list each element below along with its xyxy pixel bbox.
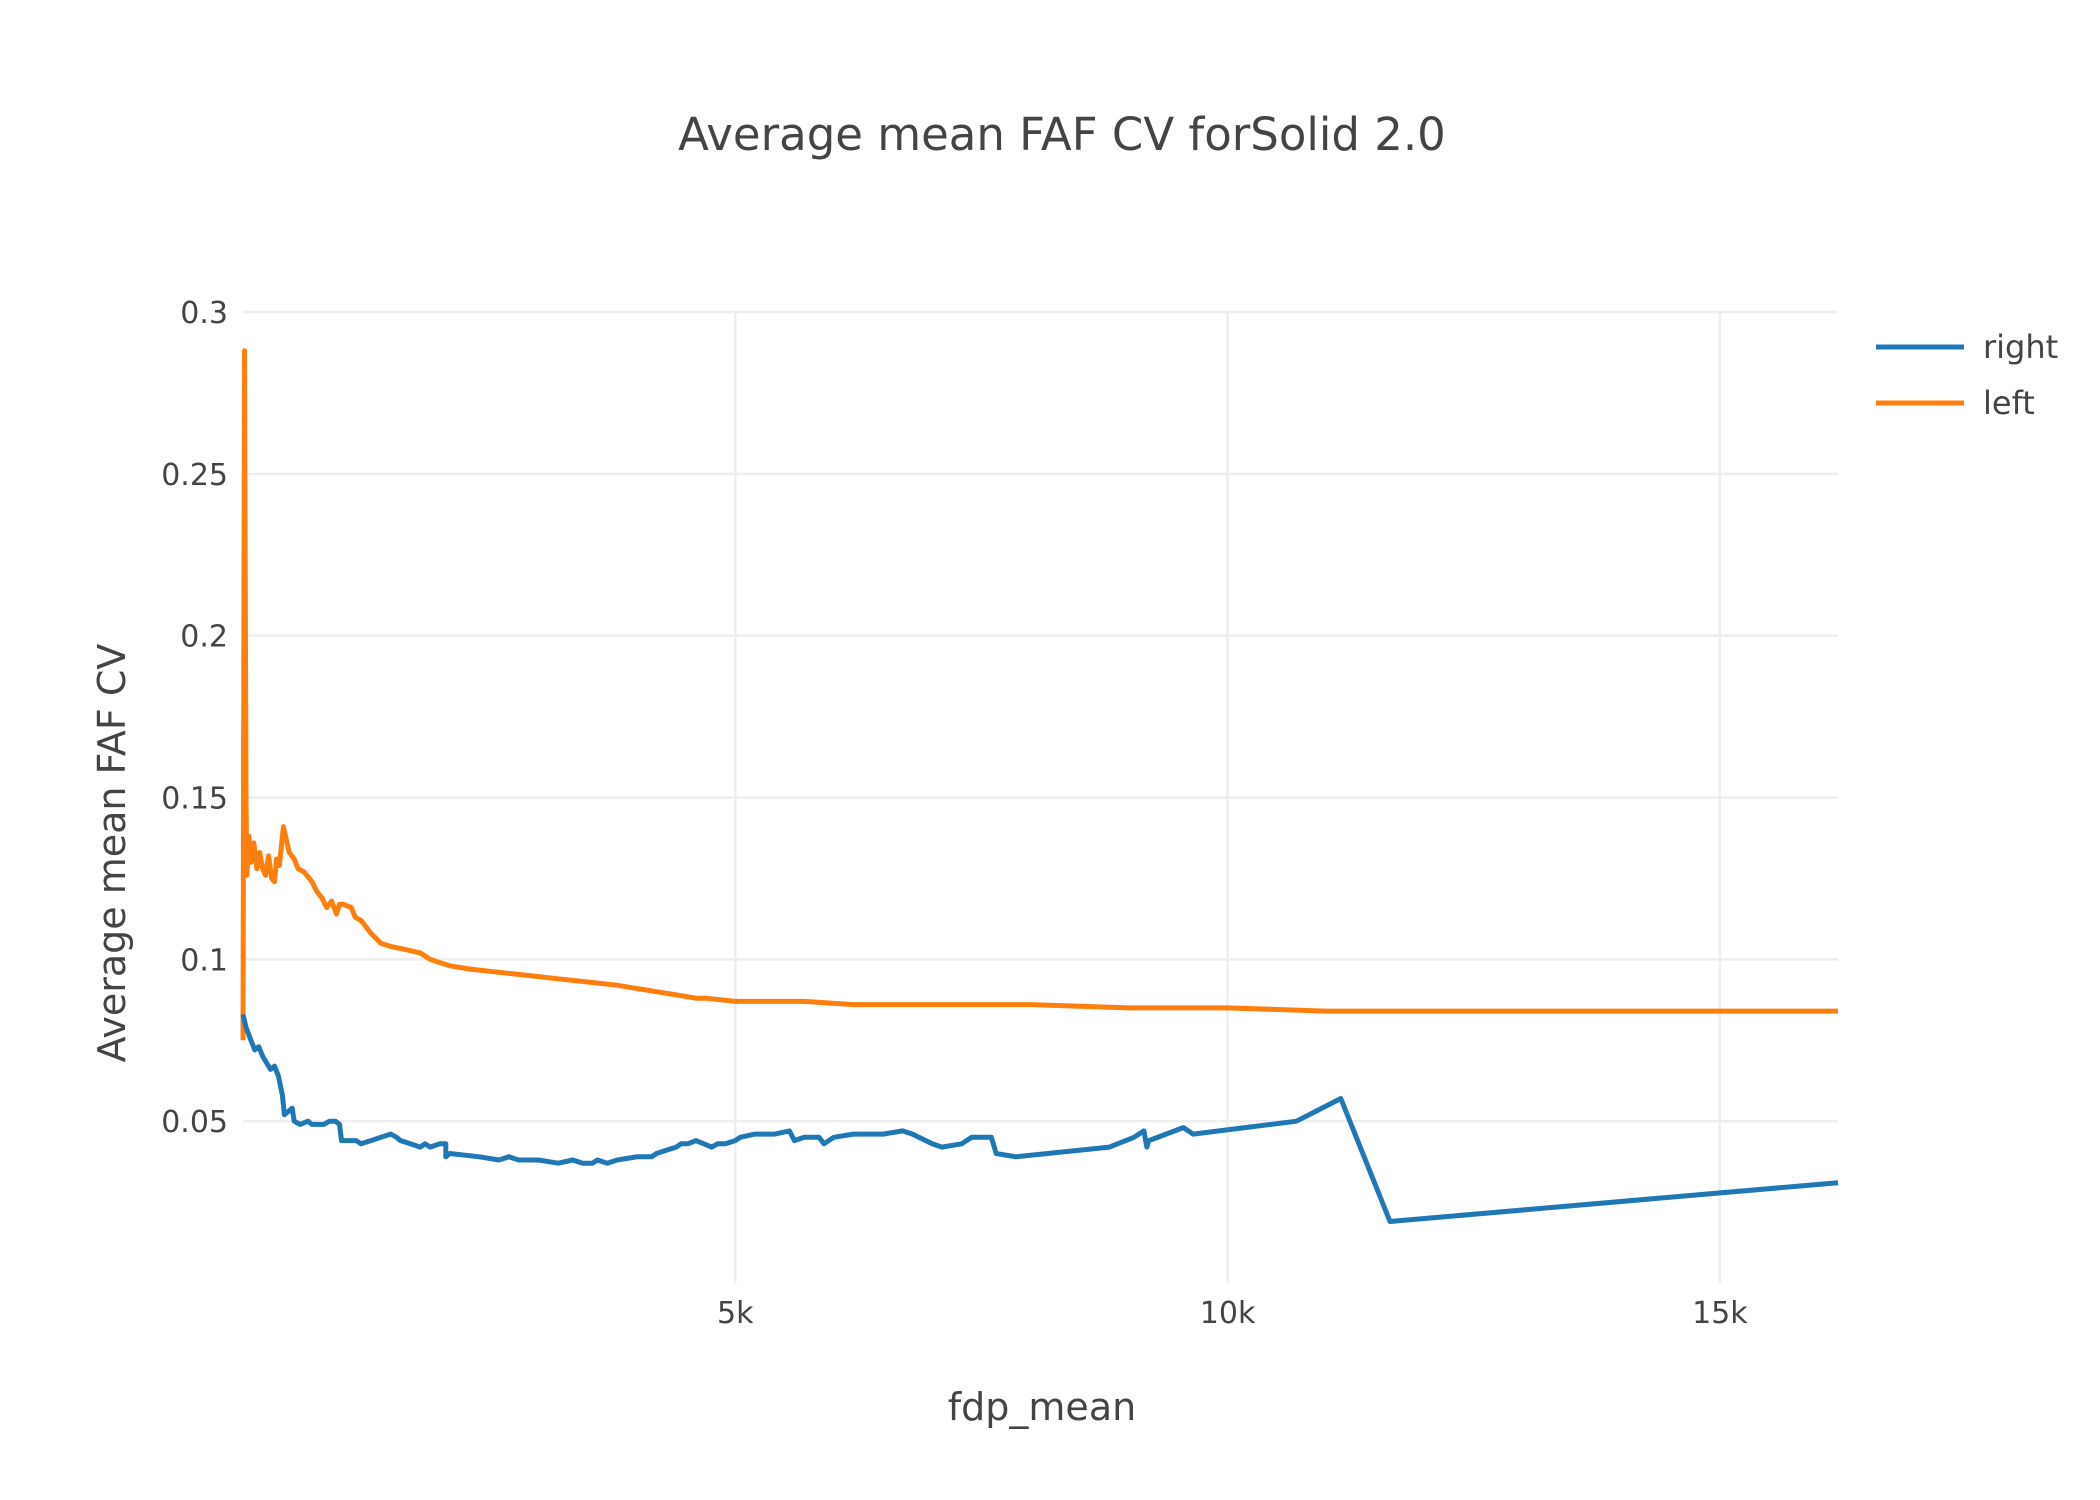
series-line-left <box>240 348 1838 1041</box>
gridlines <box>243 310 1838 1283</box>
y-axis-title: Average mean FAF CV <box>90 644 134 1063</box>
series-lines <box>240 348 1839 1224</box>
y-tick-label: 0.25 <box>161 458 228 493</box>
y-axis-ticks: 0.05 0.1 0.15 0.2 0.25 0.3 <box>161 296 228 1140</box>
y-tick-label: 0.3 <box>180 296 228 331</box>
y-tick-label: 0.2 <box>180 620 228 655</box>
legend[interactable]: right left <box>1876 328 2058 422</box>
y-tick-label: 0.1 <box>180 943 228 978</box>
legend-item-left[interactable]: left <box>1876 384 2035 422</box>
legend-label: left <box>1983 384 2035 422</box>
x-tick-label: 5k <box>717 1296 754 1331</box>
legend-label: right <box>1983 328 2058 366</box>
chart-title: Average mean FAF CV forSolid 2.0 <box>678 108 1446 161</box>
legend-item-right[interactable]: right <box>1876 328 2058 366</box>
y-tick-label: 0.15 <box>161 782 228 817</box>
x-axis-ticks: 5k 10k 15k <box>717 1296 1748 1331</box>
x-tick-label: 15k <box>1692 1296 1748 1331</box>
series-line-right <box>240 1013 1839 1224</box>
y-tick-label: 0.05 <box>161 1105 228 1140</box>
x-tick-label: 10k <box>1200 1296 1256 1331</box>
x-axis-title: fdp_mean <box>948 1385 1136 1429</box>
